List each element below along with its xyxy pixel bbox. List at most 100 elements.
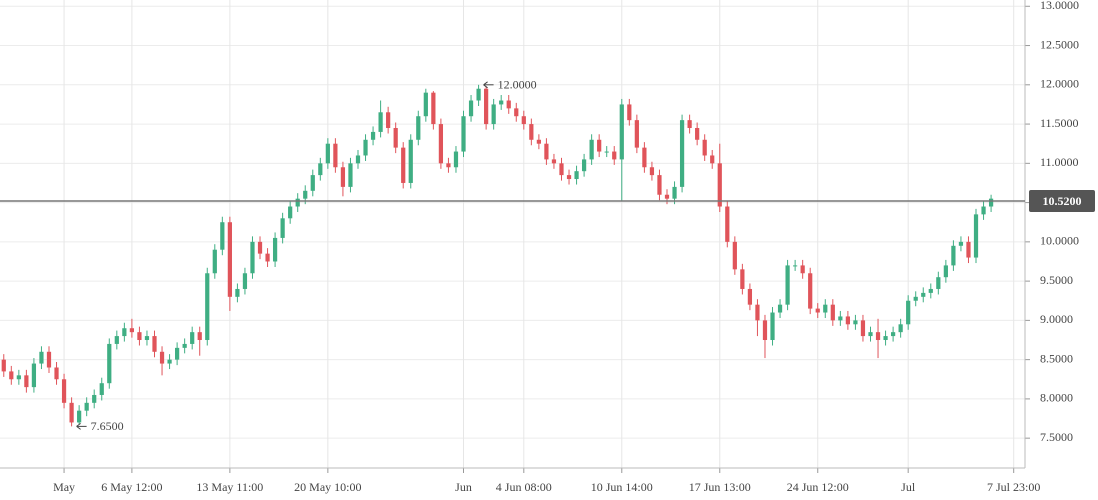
candle-body bbox=[416, 116, 421, 140]
candle-body bbox=[649, 167, 655, 176]
candle-body bbox=[122, 328, 127, 337]
y-tick-label: 7.5000 bbox=[1040, 430, 1073, 444]
candle-body bbox=[438, 124, 444, 164]
candle-body bbox=[702, 139, 707, 156]
candle-body bbox=[943, 265, 948, 278]
candle-body bbox=[928, 288, 933, 293]
x-tick-label: Jul bbox=[901, 480, 916, 494]
marker-label: 12.0000 bbox=[498, 78, 537, 92]
candle-body bbox=[1, 359, 6, 372]
candle-body bbox=[597, 139, 602, 152]
candle-body bbox=[860, 320, 866, 337]
candle-body bbox=[431, 92, 436, 125]
candle-body bbox=[190, 332, 195, 344]
candle-body bbox=[687, 120, 692, 128]
candle-body bbox=[378, 112, 383, 132]
candle-body bbox=[815, 308, 820, 313]
candle-body bbox=[197, 332, 202, 341]
candle-body bbox=[272, 237, 278, 262]
candle-body bbox=[235, 288, 240, 297]
candle-body bbox=[740, 269, 745, 289]
candle-body bbox=[167, 359, 172, 364]
y-tick-label: 12.5000 bbox=[1040, 37, 1079, 51]
y-tick-label: 9.0000 bbox=[1040, 312, 1073, 326]
candle-body bbox=[491, 104, 496, 125]
candle-body bbox=[845, 316, 850, 325]
candle-body bbox=[800, 265, 805, 274]
candle-body bbox=[566, 175, 572, 180]
candle-body bbox=[446, 163, 451, 168]
y-tick-label: 13.0000 bbox=[1040, 0, 1079, 12]
candle-body bbox=[318, 163, 323, 176]
x-tick-label: 6 May 12:00 bbox=[101, 480, 162, 494]
x-tick-label: May bbox=[53, 480, 75, 494]
candle-body bbox=[868, 332, 873, 337]
candle-body bbox=[129, 328, 135, 333]
candle-body bbox=[936, 277, 941, 289]
candle-body bbox=[205, 273, 210, 341]
candle-body bbox=[657, 175, 662, 195]
x-tick-label: Jun bbox=[455, 480, 472, 494]
candle-body bbox=[777, 304, 783, 313]
candle-body bbox=[182, 343, 187, 348]
candle-body bbox=[423, 92, 428, 117]
candle-body bbox=[303, 190, 308, 199]
candle-body bbox=[762, 320, 768, 341]
candle-body bbox=[227, 222, 232, 297]
marker-arrowhead bbox=[76, 422, 81, 430]
x-tick-label: 17 Jun 13:00 bbox=[689, 480, 751, 494]
candle-body bbox=[808, 273, 813, 309]
candle-body bbox=[898, 324, 903, 333]
candle-body bbox=[310, 175, 315, 191]
candle-body bbox=[370, 131, 376, 140]
price-label-box bbox=[1029, 190, 1095, 213]
candle-body bbox=[581, 159, 587, 172]
candle-body bbox=[506, 100, 511, 109]
candle-body bbox=[559, 163, 564, 176]
candle-body bbox=[717, 163, 722, 207]
x-tick-label: 10 Jun 14:00 bbox=[591, 480, 653, 494]
candle-body bbox=[31, 363, 37, 388]
candle-body bbox=[988, 198, 994, 207]
candle-body bbox=[16, 375, 21, 380]
candle-body bbox=[137, 332, 142, 341]
marker-label: 7.6500 bbox=[91, 419, 124, 433]
candle-body bbox=[484, 88, 489, 125]
candle-body bbox=[46, 351, 52, 368]
candle-body bbox=[159, 351, 165, 364]
candle-body bbox=[627, 104, 632, 121]
candle-body bbox=[921, 292, 926, 297]
y-tick-label: 8.0000 bbox=[1040, 391, 1073, 405]
x-tick-label: 20 May 10:00 bbox=[294, 480, 361, 494]
candle-body bbox=[280, 218, 285, 238]
candle-body bbox=[476, 88, 481, 101]
candle-body bbox=[770, 312, 775, 341]
candle-body bbox=[890, 332, 896, 337]
candle-body bbox=[725, 206, 730, 242]
candle-body bbox=[536, 139, 541, 144]
candle-body bbox=[514, 108, 519, 117]
candle-body bbox=[295, 198, 300, 207]
candle-body bbox=[39, 351, 44, 364]
candle-body bbox=[589, 139, 594, 160]
candle-body bbox=[9, 371, 14, 380]
y-tick-label: 10.0000 bbox=[1040, 234, 1079, 248]
y-tick-label: 11.5000 bbox=[1040, 116, 1079, 130]
candle-body bbox=[152, 336, 157, 352]
candle-body bbox=[521, 116, 526, 125]
candle-body bbox=[672, 186, 677, 199]
candle-body bbox=[574, 171, 579, 180]
candle-body bbox=[333, 143, 338, 168]
candle-body bbox=[363, 139, 368, 156]
candle-body bbox=[951, 245, 956, 266]
candle-body bbox=[408, 139, 413, 183]
candle-body bbox=[732, 241, 737, 270]
candle-body bbox=[906, 300, 911, 325]
candle-body bbox=[468, 100, 474, 117]
candle-body bbox=[250, 241, 255, 274]
candle-body bbox=[529, 124, 534, 140]
candle-body bbox=[966, 241, 971, 258]
candle-body bbox=[642, 147, 647, 168]
